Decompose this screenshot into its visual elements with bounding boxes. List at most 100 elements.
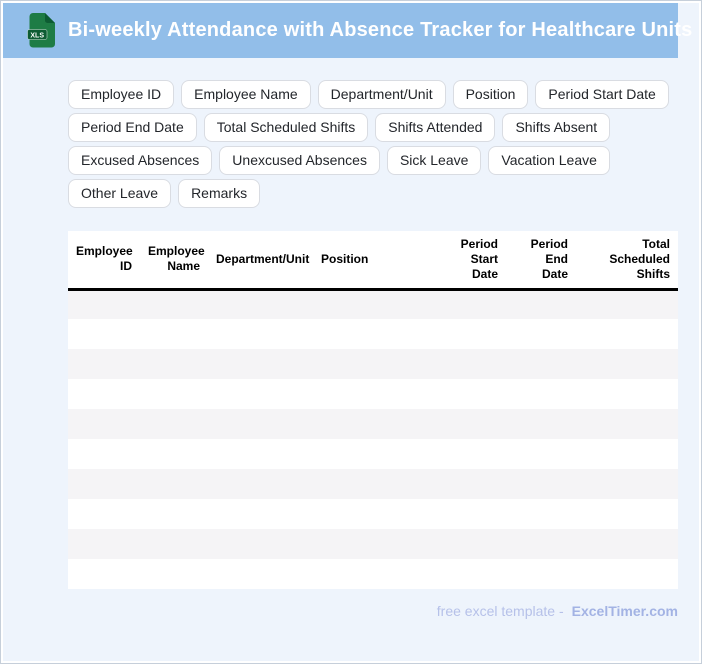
table-row: [68, 439, 678, 469]
table-cell: [576, 499, 678, 529]
table-cell: [68, 529, 140, 559]
table-cell: [68, 379, 140, 409]
table-cell: [208, 289, 313, 319]
table-cell: [576, 289, 678, 319]
table-cell: [140, 559, 208, 589]
table-cell: [140, 469, 208, 499]
field-chip-position[interactable]: Position: [452, 80, 529, 109]
table-cell: [313, 469, 368, 499]
table-cell: [576, 469, 678, 499]
table-row: [68, 499, 678, 529]
table-cell: [313, 529, 368, 559]
attendance-table-wrap: Employee ID Employee Name Department/Uni…: [68, 231, 678, 589]
field-chip-other-leave[interactable]: Other Leave: [68, 179, 172, 208]
xls-badge-label: XLS: [30, 32, 44, 39]
field-chip-period-start-date[interactable]: Period Start Date: [535, 80, 669, 109]
table-cell: [140, 439, 208, 469]
field-chip-employee-id[interactable]: Employee ID: [68, 80, 175, 109]
field-chip-vacation-leave[interactable]: Vacation Leave: [488, 146, 610, 175]
main-content: Employee ID Employee Name Department/Uni…: [68, 80, 678, 619]
attendance-table-body: [68, 289, 678, 589]
table-cell: [576, 559, 678, 589]
column-header-position: Position: [313, 231, 368, 291]
table-cell: [368, 529, 506, 559]
page-title: Bi-weekly Attendance with Absence Tracke…: [68, 19, 693, 41]
table-row: [68, 409, 678, 439]
title-bar: XLS Bi-weekly Attendance with Absence Tr…: [3, 3, 692, 58]
table-cell: [313, 559, 368, 589]
field-chip-employee-name[interactable]: Employee Name: [181, 80, 311, 109]
table-cell: [140, 319, 208, 349]
table-cell: [208, 379, 313, 409]
field-chip-total-scheduled-shifts[interactable]: Total Scheduled Shifts: [203, 113, 369, 142]
table-cell: [208, 469, 313, 499]
table-cell: [68, 349, 140, 379]
table-cell: [368, 469, 506, 499]
brand-link[interactable]: ExcelTimer.com: [571, 603, 678, 619]
table-cell: [68, 499, 140, 529]
table-cell: [68, 409, 140, 439]
table-cell: [68, 319, 140, 349]
table-cell: [68, 469, 140, 499]
table-row: [68, 289, 678, 319]
table-cell: [506, 469, 576, 499]
column-header-period-start-date: Period Start Date: [368, 231, 506, 291]
table-cell: [68, 439, 140, 469]
field-chip-list: Employee ID Employee Name Department/Uni…: [68, 80, 678, 208]
table-cell: [576, 439, 678, 469]
table-cell: [368, 409, 506, 439]
table-cell: [576, 409, 678, 439]
column-header-employee-name: Employee Name: [140, 231, 208, 291]
table-cell: [68, 289, 140, 319]
table-cell: [368, 559, 506, 589]
column-header-total-scheduled-shifts: Total Scheduled Shifts: [576, 231, 678, 291]
table-cell: [368, 319, 506, 349]
column-header-department-unit: Department/Unit: [208, 231, 313, 291]
table-cell: [208, 439, 313, 469]
table-cell: [68, 559, 140, 589]
table-cell: [576, 379, 678, 409]
table-cell: [368, 379, 506, 409]
field-chip-period-end-date[interactable]: Period End Date: [68, 113, 197, 142]
table-cell: [140, 529, 208, 559]
column-header-employee-id: Employee ID: [68, 231, 140, 291]
field-chip-excused-absences[interactable]: Excused Absences: [68, 146, 213, 175]
table-cell: [313, 319, 368, 349]
field-chip-department-unit[interactable]: Department/Unit: [317, 80, 446, 109]
table-cell: [140, 499, 208, 529]
table-cell: [368, 499, 506, 529]
field-chip-remarks[interactable]: Remarks: [178, 179, 261, 208]
table-cell: [506, 349, 576, 379]
table-row: [68, 379, 678, 409]
table-cell: [140, 349, 208, 379]
table-cell: [208, 559, 313, 589]
xls-badge: [27, 29, 48, 40]
attendance-table: Employee ID Employee Name Department/Uni…: [68, 231, 678, 589]
table-cell: [368, 439, 506, 469]
field-chip-unexcused-absences[interactable]: Unexcused Absences: [219, 146, 380, 175]
table-cell: [506, 409, 576, 439]
table-cell: [506, 529, 576, 559]
xls-file-icon: XLS: [27, 13, 55, 48]
table-cell: [506, 559, 576, 589]
table-header-row: Employee ID Employee Name Department/Uni…: [68, 231, 678, 291]
table-cell: [576, 319, 678, 349]
table-cell: [506, 499, 576, 529]
table-row: [68, 319, 678, 349]
table-cell: [208, 529, 313, 559]
table-cell: [140, 409, 208, 439]
table-cell: [140, 289, 208, 319]
field-chip-shifts-attended[interactable]: Shifts Attended: [375, 113, 496, 142]
table-cell: [208, 319, 313, 349]
footer: free excel template - ExcelTimer.com: [68, 603, 678, 619]
table-cell: [506, 319, 576, 349]
footer-note: free excel template -: [436, 603, 564, 619]
table-cell: [368, 289, 506, 319]
file-fold: [45, 13, 55, 23]
field-chip-shifts-absent[interactable]: Shifts Absent: [502, 113, 611, 142]
table-row: [68, 349, 678, 379]
field-chip-sick-leave[interactable]: Sick Leave: [386, 146, 482, 175]
table-cell: [208, 499, 313, 529]
table-cell: [208, 349, 313, 379]
